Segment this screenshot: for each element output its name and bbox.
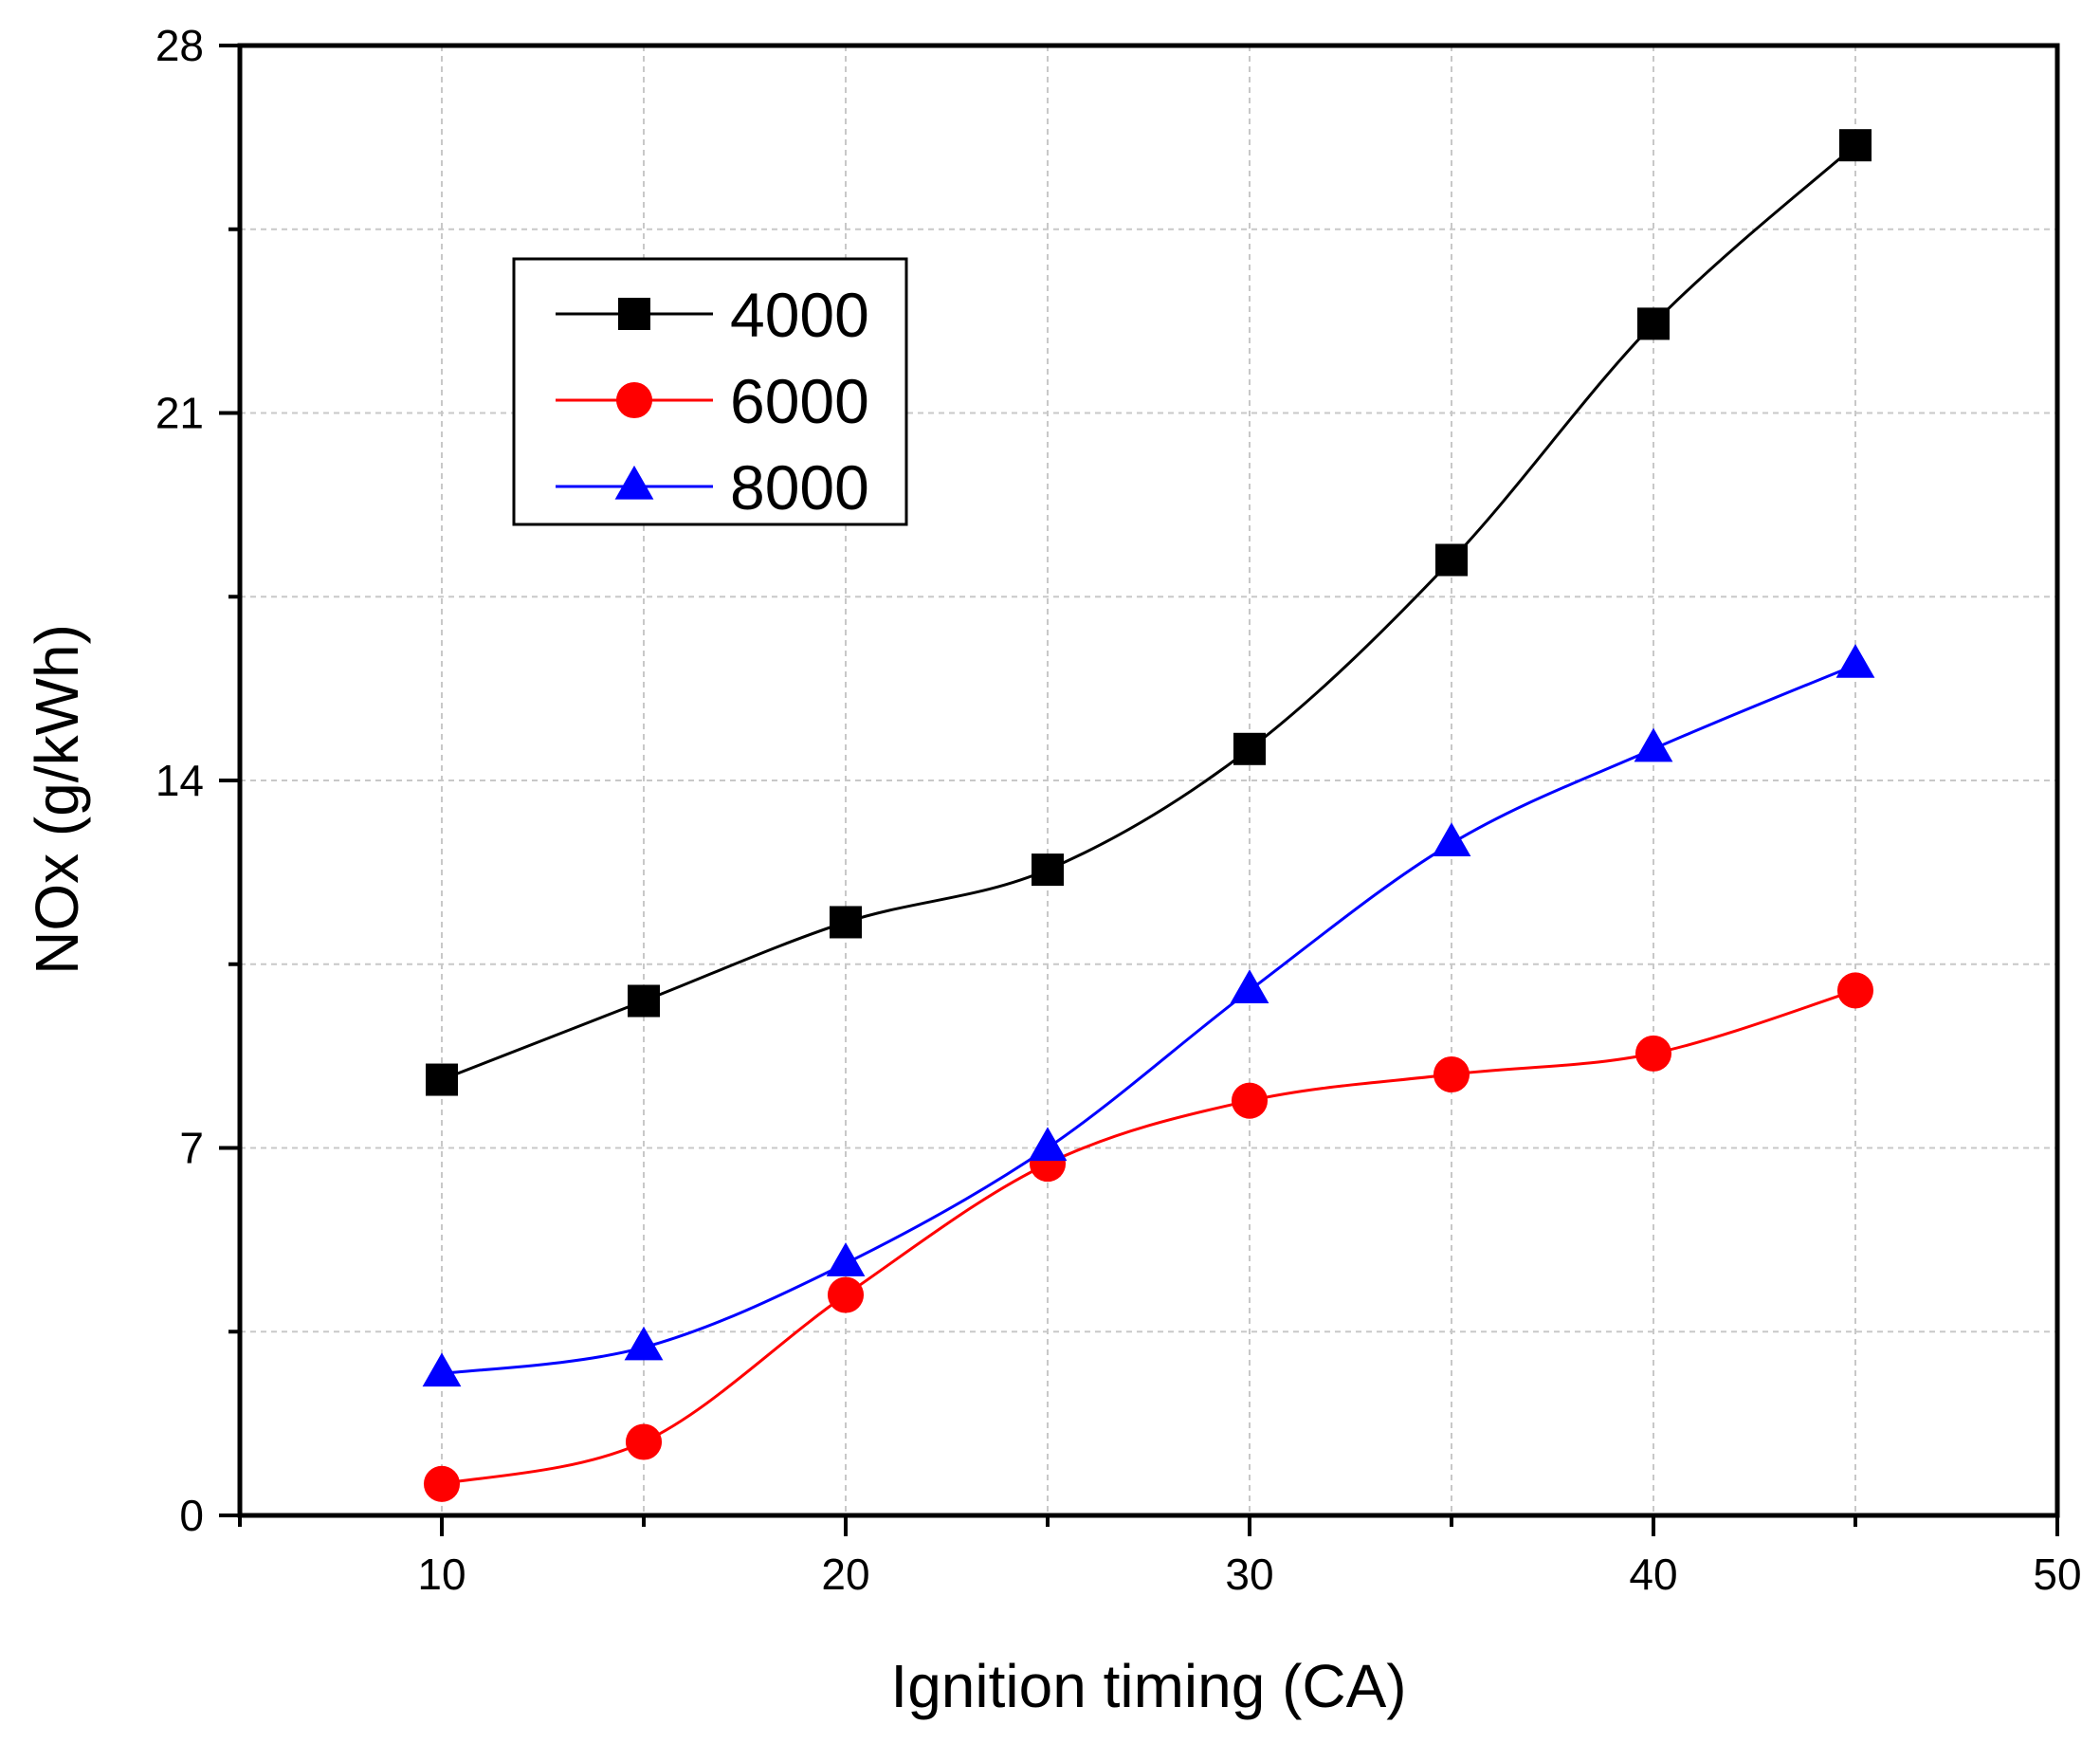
data-point-8000: [1028, 1127, 1068, 1162]
legend-label-4000: 4000: [730, 280, 869, 350]
data-point-6000: [827, 1276, 865, 1313]
y-tick-label: 7: [179, 1124, 204, 1173]
data-point-4000: [1435, 543, 1468, 577]
data-point-8000: [422, 1352, 462, 1387]
legend-box: [512, 257, 908, 526]
data-point-8000: [1835, 644, 1875, 678]
series-line-6000: [441, 988, 1856, 1486]
y-axis-title: NOx (g/kWh): [23, 624, 91, 975]
y-tick-label: 28: [155, 21, 204, 70]
x-tick-label: 20: [821, 1550, 869, 1599]
x-tick-label: 50: [2033, 1550, 2081, 1599]
series-markers: [422, 129, 1875, 1502]
legend-label-6000: 6000: [730, 366, 869, 436]
legend: 4000 6000 8000: [512, 257, 908, 526]
y-tick-label: 21: [155, 389, 204, 438]
data-point-4000: [1637, 307, 1670, 340]
data-point-6000: [1634, 1035, 1672, 1072]
data-point-4000: [1032, 853, 1064, 887]
legend-marker-8000: [614, 465, 654, 500]
series-line-8000: [441, 663, 1856, 1376]
legend-marker-6000: [615, 381, 653, 419]
data-point-4000: [1839, 129, 1872, 162]
data-point-8000: [826, 1242, 866, 1276]
x-tick-label: 40: [1629, 1550, 1677, 1599]
data-point-6000: [1231, 1082, 1269, 1119]
y-tick-label: 0: [179, 1491, 204, 1540]
x-tick-label: 10: [417, 1550, 466, 1599]
data-point-4000: [830, 906, 862, 939]
x-tick-label: 30: [1225, 1550, 1273, 1599]
legend-marker-4000: [618, 298, 650, 330]
data-point-8000: [624, 1326, 664, 1361]
data-point-4000: [628, 984, 660, 1018]
y-axis-ticks: 0 7 14 21 28: [155, 21, 240, 1540]
data-point-6000: [1836, 972, 1874, 1009]
data-point-6000: [423, 1465, 461, 1502]
series-lines: [441, 144, 1856, 1486]
x-axis-ticks: 10 20 30 40 50: [238, 1515, 2082, 1599]
series-line-4000: [441, 144, 1856, 1081]
data-point-8000: [1432, 822, 1471, 856]
legend-label-8000: 8000: [730, 452, 869, 523]
data-point-6000: [625, 1423, 663, 1460]
x-axis-title: Ignition timing (CA): [890, 1652, 1406, 1720]
data-point-8000: [1634, 727, 1673, 762]
data-point-4000: [1233, 732, 1266, 765]
data-point-6000: [1433, 1055, 1470, 1093]
data-point-4000: [426, 1063, 458, 1096]
data-point-8000: [1230, 969, 1269, 1003]
y-tick-label: 14: [155, 756, 204, 805]
